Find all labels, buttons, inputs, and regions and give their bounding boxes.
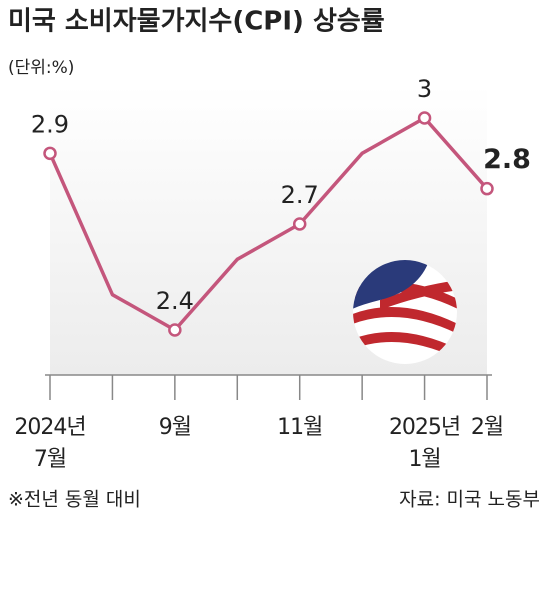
marker	[417, 111, 432, 125]
us-flag-icon	[353, 260, 457, 364]
x-tick-label: 2025년 1월	[388, 415, 461, 472]
x-tick-label: 2024년 7월	[14, 415, 86, 472]
source: 자료: 미국 노동부	[399, 489, 540, 511]
note: ※전년 동월 대비	[8, 489, 141, 511]
value-label: 3	[417, 75, 432, 103]
value-label: 2.4	[156, 287, 194, 315]
value-label: 2.9	[31, 110, 69, 138]
marker	[168, 323, 182, 337]
marker	[43, 146, 57, 161]
marker	[292, 217, 307, 231]
unit-label: (단위:%)	[8, 58, 74, 78]
x-tick-label: 9월	[158, 415, 192, 440]
x-tick-label: 11월	[277, 415, 323, 440]
value-label: 2.8	[483, 144, 531, 175]
chart-title: 미국 소비자물가지수(CPI) 상승률	[8, 7, 385, 37]
x-tick-label: 2월	[470, 415, 504, 440]
value-label: 2.7	[281, 181, 319, 209]
line	[48, 116, 489, 332]
marker	[480, 181, 494, 196]
